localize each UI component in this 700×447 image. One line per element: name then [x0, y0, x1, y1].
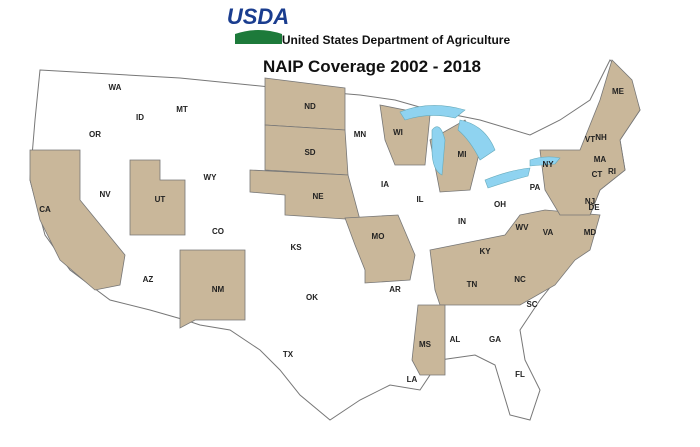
state-label: AR — [389, 285, 401, 294]
state-label: GA — [489, 335, 501, 344]
state-label: NC — [514, 275, 526, 284]
state-label: DE — [588, 203, 600, 212]
state-label: IL — [416, 195, 423, 204]
state-label: KY — [479, 247, 491, 256]
great-lakes — [399, 105, 561, 189]
state-label: IA — [381, 180, 389, 189]
state-label: CO — [212, 227, 224, 236]
state-label: MA — [594, 155, 607, 164]
state-label: FL — [515, 370, 525, 379]
lake — [431, 126, 446, 176]
state-shape — [344, 214, 416, 284]
state-label: SD — [304, 148, 315, 157]
state-label: OR — [89, 130, 101, 139]
state-label: LA — [407, 375, 418, 384]
state-shape — [179, 249, 246, 329]
state-label: MS — [419, 340, 432, 349]
state-label: WY — [204, 173, 218, 182]
state-shape — [29, 149, 126, 291]
state-label: TX — [283, 350, 294, 359]
state-label: ND — [304, 102, 316, 111]
state-label: MO — [372, 232, 385, 241]
state-label: RI — [608, 167, 616, 176]
state-label: SC — [526, 300, 537, 309]
state-label: CA — [39, 205, 51, 214]
state-shape — [129, 159, 186, 236]
state-label: KS — [290, 243, 302, 252]
state-label: VT — [585, 135, 595, 144]
state-shape — [249, 169, 361, 221]
state-label: MI — [458, 150, 467, 159]
state-label: AL — [450, 335, 461, 344]
usda-logo: USDA — [227, 4, 289, 44]
state-label: TN — [467, 280, 478, 289]
state-label: NY — [542, 160, 554, 169]
state-labels: WA OR CA NV ID MT WY UT CO AZ NM ND SD NE KS OK TX MN IA MO… — [39, 83, 624, 384]
state-label: ME — [612, 87, 625, 96]
state-label: MN — [354, 130, 367, 139]
state-label: VA — [543, 228, 554, 237]
state-label: CT — [592, 170, 603, 179]
state-label: UT — [155, 195, 166, 204]
logo-text: USDA — [227, 4, 289, 29]
state-label: IN — [458, 217, 466, 226]
state-label: NE — [312, 192, 324, 201]
state-label: NJ — [585, 197, 595, 206]
logo-swoosh — [235, 30, 282, 44]
state-label: WA — [109, 83, 122, 92]
state-label: ID — [136, 113, 144, 122]
lake — [399, 105, 466, 121]
state-label: OK — [306, 293, 318, 302]
state-shape — [539, 59, 641, 216]
state-label: NH — [595, 133, 607, 142]
state-label: NM — [212, 285, 225, 294]
state-label: OH — [494, 200, 506, 209]
state-label: MD — [584, 228, 597, 237]
map-title: NAIP Coverage 2002 - 2018 — [263, 57, 481, 76]
state-shape — [429, 209, 601, 306]
state-label: NV — [99, 190, 111, 199]
agency-name: United States Department of Agriculture — [282, 33, 511, 47]
state-label: MT — [176, 105, 188, 114]
state-label: PA — [530, 183, 541, 192]
lake — [457, 119, 496, 161]
state-label: WI — [393, 128, 403, 137]
state-shape — [411, 304, 446, 376]
state-label: AZ — [143, 275, 154, 284]
lake — [529, 156, 561, 167]
state-label: WV — [516, 223, 530, 232]
lake — [484, 167, 531, 189]
